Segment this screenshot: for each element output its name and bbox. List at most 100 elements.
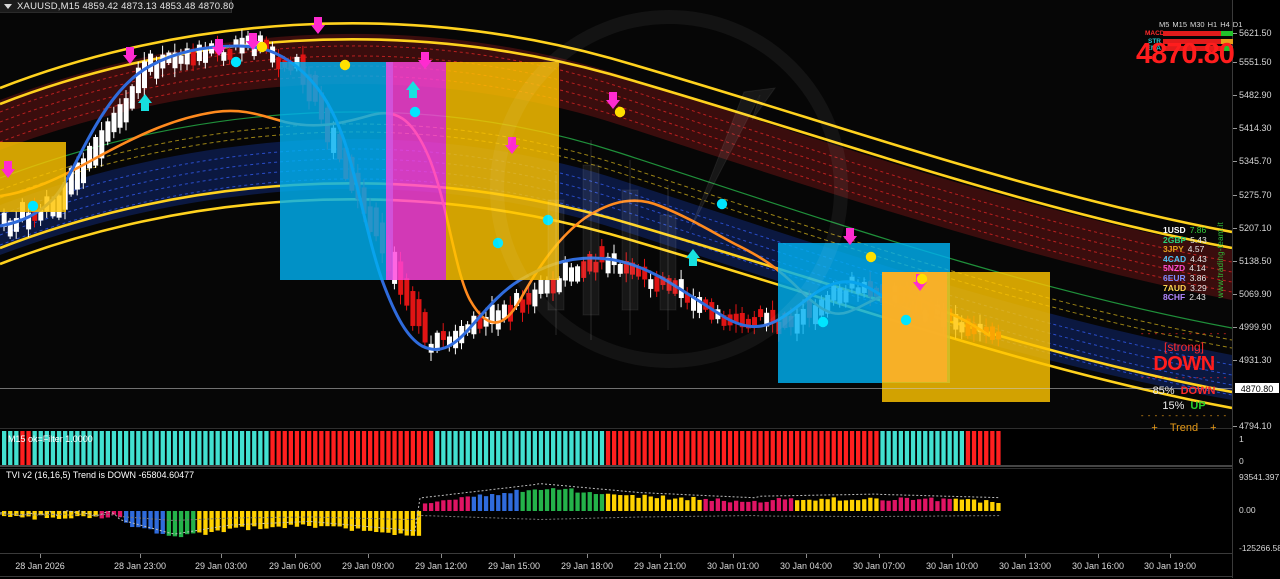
currency-value: 7.86 (1189, 225, 1207, 235)
time-axis-tick (295, 554, 296, 558)
time-axis-label: 30 Jan 10:00 (925, 561, 979, 571)
price-axis-label: 5482.90 (1239, 90, 1272, 100)
time-axis-tick (514, 554, 515, 558)
timeframe-header[interactable]: H4 (1220, 20, 1230, 29)
price-axis-label: 5069.90 (1239, 289, 1272, 299)
currency-value: 3.29 (1190, 282, 1207, 293)
currency-code: 7AUD (1163, 282, 1187, 293)
timeframe-row-label: MACD (1145, 30, 1165, 37)
timeframe-segment (1198, 38, 1210, 44)
current-price-line (0, 388, 1232, 389)
signal-markers-layer (1, 17, 928, 328)
site-url-vertical: www.trading-team.it (1216, 222, 1225, 298)
time-axis-tick (1025, 554, 1026, 558)
currency-strength-panel: 1USD 7.86 2GBP 5.43 3JPY 4.57 4CAD 4.43 5NZD 4.14… (1163, 225, 1207, 303)
subpane-axis-label: -125266.58 (1239, 543, 1280, 553)
filter-histogram-pane[interactable] (0, 428, 1232, 469)
currency-code: 6EUR (1163, 272, 1186, 283)
chevron-down-icon[interactable] (4, 3, 12, 9)
timeframe-segment (1221, 38, 1234, 44)
time-axis-tick (733, 554, 734, 558)
time-axis-tick (806, 554, 807, 558)
main-chart-pane[interactable]: PRO-FX.CC (0, 0, 1232, 428)
time-axis-label: 29 Jan 03:00 (194, 561, 248, 571)
price-axis-tick (1233, 360, 1237, 361)
price-axis-label: 4794.10 (1239, 421, 1272, 431)
timeframe-segment (1221, 46, 1234, 51)
trend-dashes-mid: - - - - - - - - - - - - - (1140, 373, 1228, 382)
price-axis-tick (1233, 128, 1237, 129)
time-axis-label: 29 Jan 09:00 (341, 561, 395, 571)
price-axis-tick (1233, 294, 1237, 295)
time-axis-label: 30 Jan 07:00 (852, 561, 906, 571)
time-axis-tick (879, 554, 880, 558)
trend-dashes-top: - - - - - - - - - - - - - (1140, 329, 1228, 338)
currency-code: 2GBP (1163, 234, 1187, 245)
currency-value: 4.14 (1189, 263, 1206, 274)
price-axis[interactable]: 5621.50 5551.50 5482.90 5414.30 5345.70 5275.… (1232, 0, 1280, 578)
tvi-indicator-pane[interactable] (0, 468, 1232, 554)
price-axis-label: 5551.50 (1239, 57, 1272, 67)
timeframe-row-bar (1163, 38, 1234, 44)
timeframe-segment (1209, 31, 1222, 36)
trend-down-row: 85% DOWN (1136, 385, 1232, 397)
time-axis-label: 28 Jan 23:00 (113, 561, 167, 571)
currency-value: 3.86 (1189, 272, 1207, 283)
currency-code: 1USD (1163, 225, 1186, 235)
timeframe-header[interactable]: M5 (1159, 20, 1170, 29)
trend-footer-left: + (1151, 422, 1158, 434)
currency-strength-row: 3JPY 4.57 (1163, 245, 1207, 255)
timeframe-header[interactable]: M30 (1190, 20, 1205, 29)
currency-strength-row: 8CHF 2.43 (1163, 293, 1207, 303)
time-axis-tick (1098, 554, 1099, 558)
currency-code: 4CAD (1163, 253, 1187, 264)
price-axis-tick (1233, 33, 1237, 34)
price-axis-label: 5138.50 (1239, 256, 1272, 266)
timeframe-row: STR (1145, 38, 1234, 45)
time-axis-tick (40, 554, 41, 558)
timeframe-header[interactable]: H1 (1207, 20, 1218, 29)
timeframe-segment (1163, 46, 1175, 51)
trend-footer-right: + (1210, 422, 1217, 434)
price-axis-label: 5414.30 (1239, 123, 1272, 133)
timeframe-rows: MACD STR EMA (1145, 30, 1234, 52)
subpane-axis-label: 0.00 (1239, 505, 1256, 515)
price-axis-tick (1233, 161, 1237, 162)
big-price-readout: 4870.80 (1136, 38, 1235, 70)
trend-footer: + Trend + (1136, 422, 1232, 434)
chart-title-bar[interactable]: XAUUSD,M15 4859.42 4873.13 4853.48 4870.… (0, 0, 234, 13)
currency-strength-row: 7AUD 3.29 (1163, 282, 1207, 294)
trend-up-pct: 15% (1162, 400, 1185, 412)
time-axis-tick (368, 554, 369, 558)
price-axis-tick (1233, 261, 1237, 262)
timeframe-segment (1174, 31, 1187, 36)
tvi-histogram-bars (0, 483, 1001, 538)
timeframe-header[interactable]: D1 (1232, 20, 1243, 29)
timeframe-segment (1221, 31, 1234, 36)
timeframe-headers: M5 M15 M30 H1 H4 D1 (1145, 20, 1242, 29)
timeframe-strength-panel[interactable]: M5 M15 M30 H1 H4 D1 MACD STR EMA (1145, 20, 1242, 52)
current-price-tag: 4870.80 (1234, 382, 1280, 394)
timeframe-segment (1186, 46, 1199, 51)
time-axis-label: 28 Jan 2026 (15, 561, 65, 571)
currency-strength-row: 4CAD 4.43 (1163, 253, 1207, 265)
currency-value: 5.43 (1190, 234, 1207, 245)
filter-histogram-bars (0, 431, 1232, 467)
trend-footer-label: Trend (1169, 422, 1199, 434)
time-axis-label: 29 Jan 12:00 (414, 561, 468, 571)
time-axis: 28 Jan 2026 28 Jan 23:00 29 Jan 03:00 29 Ja… (0, 553, 1232, 579)
price-axis-label: 5621.50 (1239, 28, 1272, 38)
timeframe-row-label: EMA (1146, 45, 1161, 52)
price-axis-label: 4999.90 (1239, 322, 1272, 332)
currency-code: 8CHF (1163, 292, 1186, 303)
price-axis-label: 5207.10 (1239, 223, 1272, 233)
timeframe-header[interactable]: M15 (1172, 20, 1188, 29)
subpane-axis-label: 93541.397 (1239, 472, 1280, 482)
currency-code: 3JPY (1163, 244, 1184, 255)
axis-rule (0, 576, 1232, 577)
price-axis-label: 4931.30 (1239, 355, 1272, 365)
time-axis-label: 30 Jan 13:00 (998, 561, 1052, 571)
price-axis-tick (1233, 62, 1237, 63)
trend-direction: DOWN (1153, 353, 1215, 375)
